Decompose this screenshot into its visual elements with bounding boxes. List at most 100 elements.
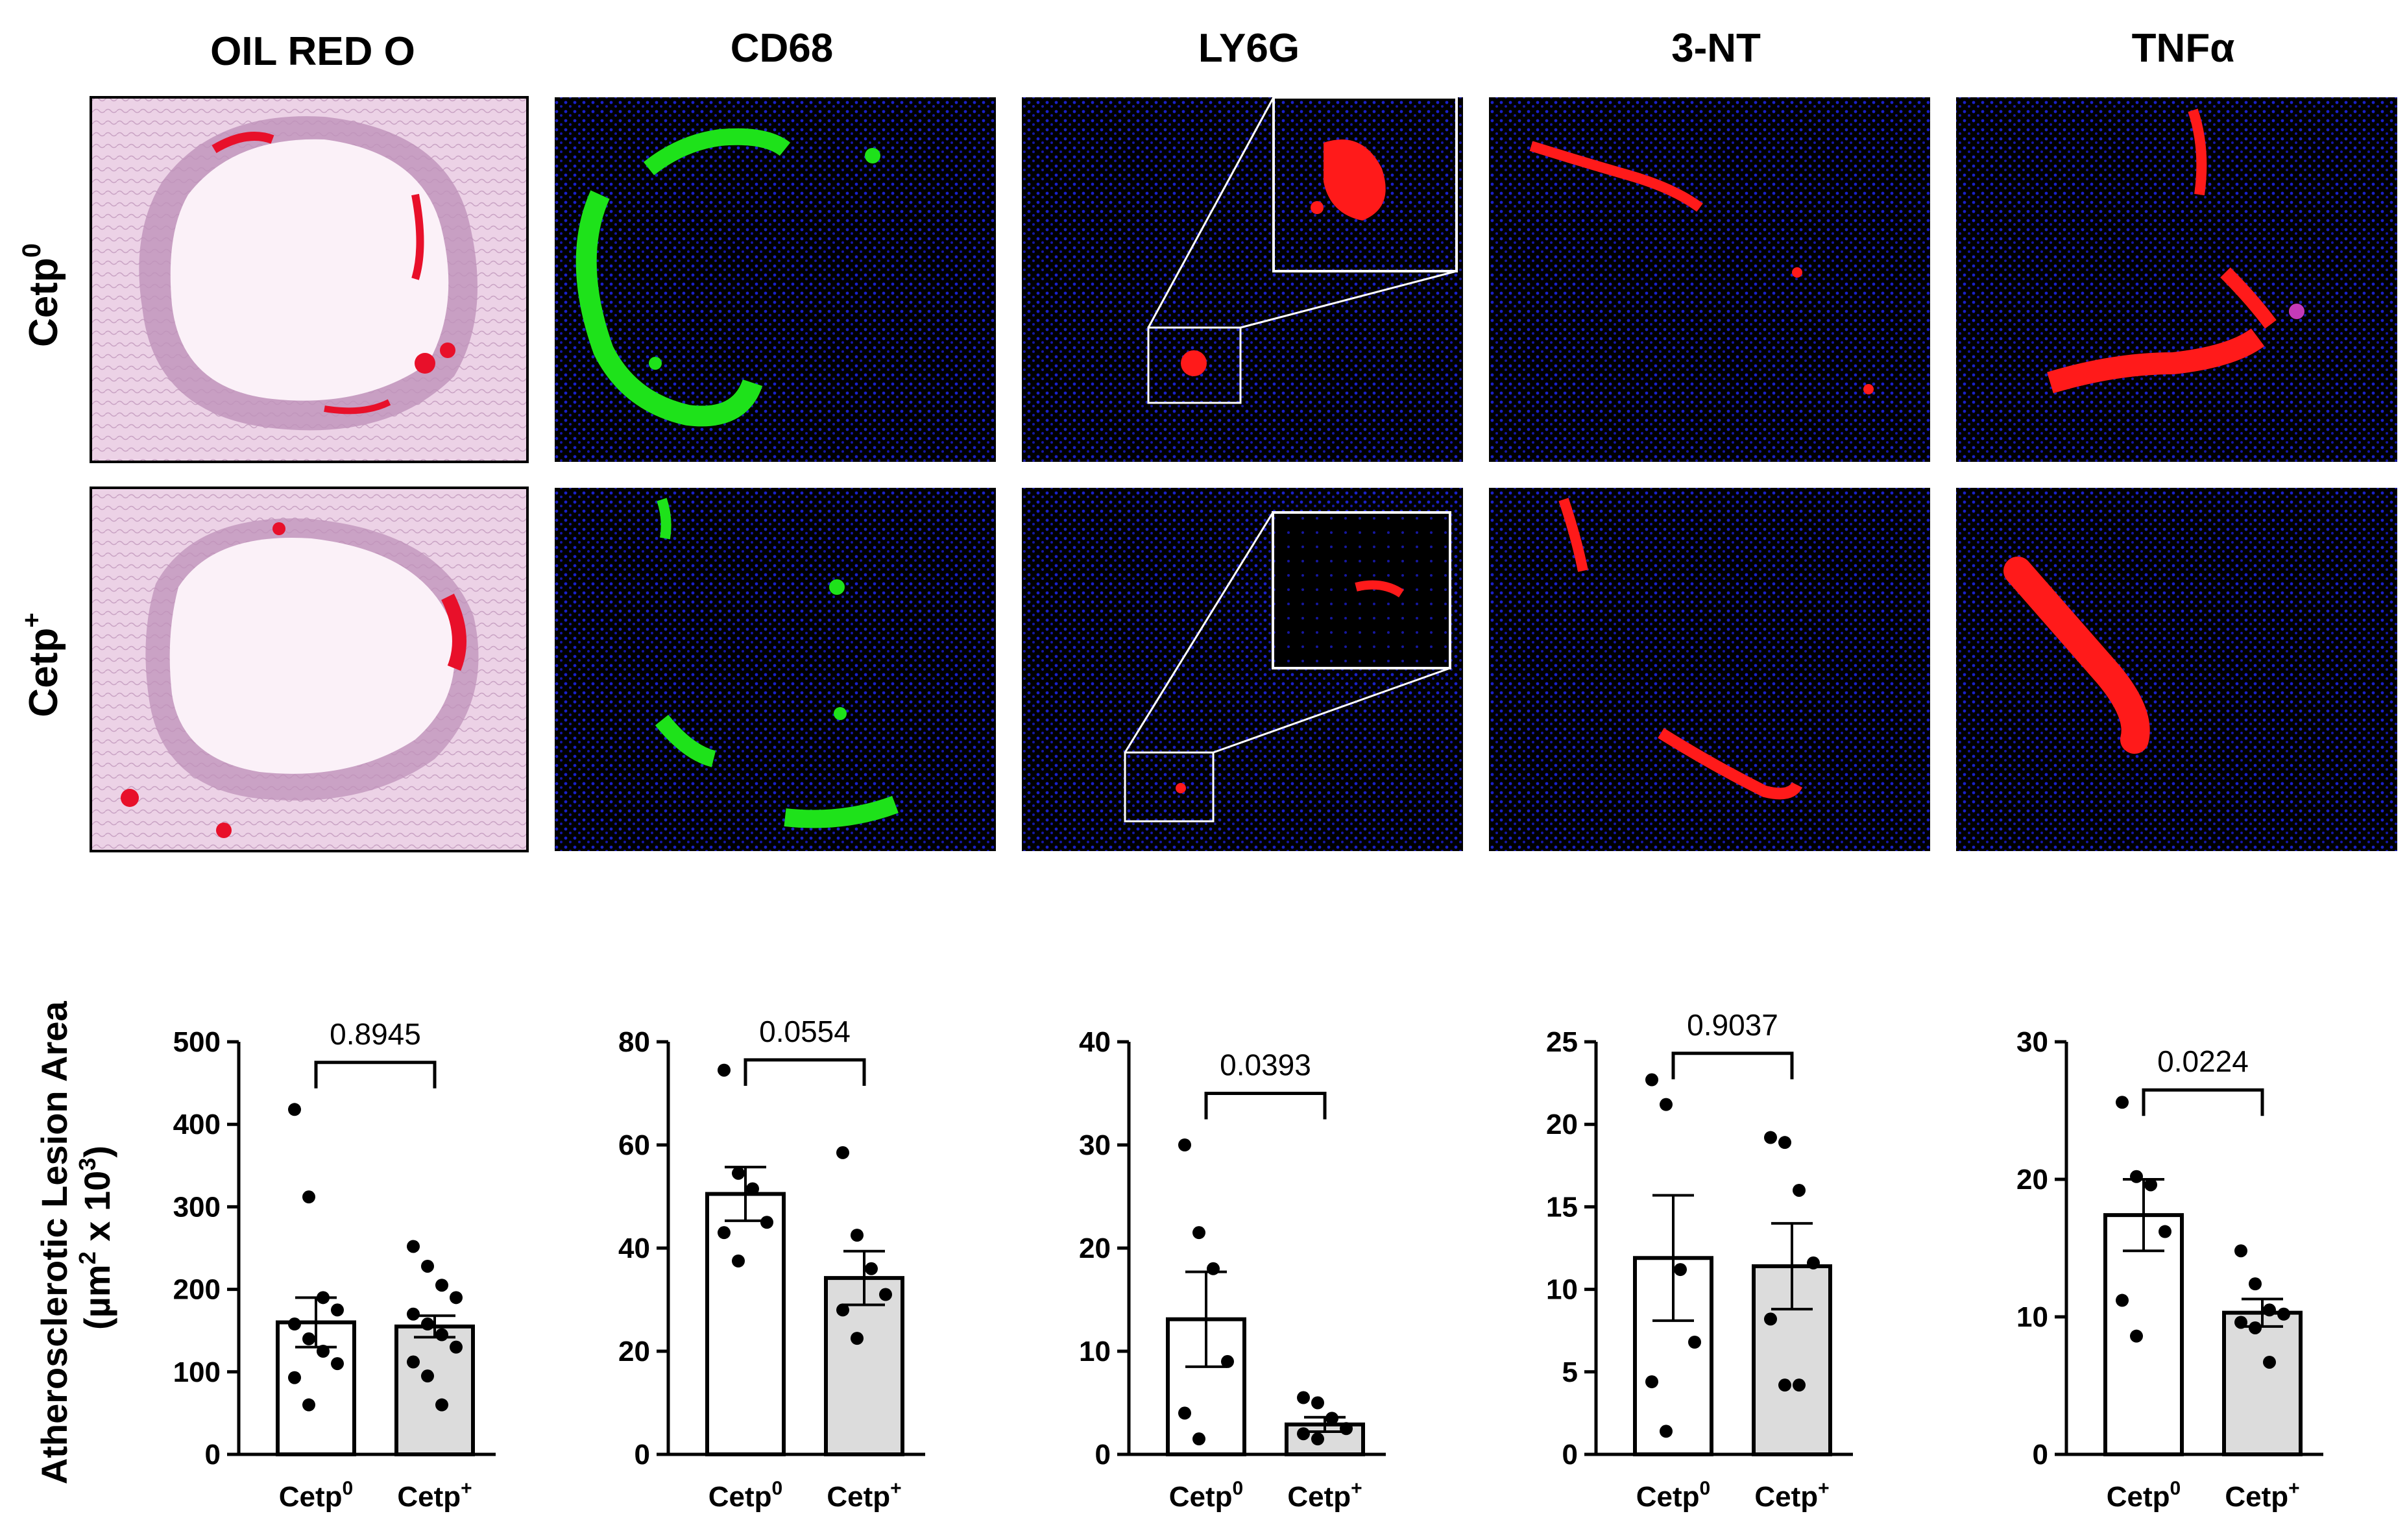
bar-Cetp0: [1166, 1317, 1246, 1456]
data-point: [1311, 1432, 1324, 1446]
row-label-cetp0: Cetp0: [18, 243, 66, 347]
y-tick-label: 0: [1562, 1439, 1578, 1471]
data-point: [879, 1288, 892, 1301]
data-point: [1793, 1378, 1806, 1392]
data-point: [331, 1357, 344, 1371]
data-point: [302, 1332, 315, 1345]
bar-Cetp+: [2222, 1310, 2303, 1457]
category-label: Cetp+: [2225, 1478, 2299, 1513]
data-point: [407, 1355, 420, 1369]
micrograph-oilredo-cetp0: [90, 96, 529, 463]
data-point: [435, 1279, 448, 1292]
bar-chart-5: 0 10 20 30 Cetp0 Cetp+ 0.0224: [2016, 1026, 2323, 1513]
data-point: [331, 1303, 344, 1317]
significance-bracket: [2142, 1088, 2264, 1116]
data-point: [2116, 1293, 2129, 1307]
data-point: [1645, 1375, 1658, 1389]
data-point: [421, 1369, 434, 1383]
data-point: [746, 1182, 759, 1196]
category-label: Cetp0: [279, 1478, 353, 1513]
data-point: [421, 1317, 434, 1331]
data-point: [851, 1229, 864, 1242]
category-label: Cetp0: [708, 1478, 782, 1513]
data-point: [1645, 1073, 1658, 1087]
data-point: [1192, 1432, 1205, 1446]
bar-chart-1: 0 100 200 300 400 500 Cetp0 Cetp+ 0.8945: [173, 1017, 496, 1513]
data-point: [1793, 1183, 1806, 1197]
data-point: [836, 1146, 849, 1159]
micrograph-tnfa-cetp0: [1956, 97, 2397, 462]
y-tick-label: 0: [2033, 1439, 2048, 1471]
column-title-cd68: CD68: [731, 26, 834, 71]
column-title-3nt: 3-NT: [1671, 26, 1761, 71]
data-point: [2234, 1316, 2247, 1329]
y-tick-label: 20: [1079, 1233, 1111, 1264]
y-tick-label: 0: [205, 1439, 221, 1471]
data-point: [865, 1262, 878, 1275]
data-point: [2263, 1355, 2276, 1369]
micrograph-tnfa-cetpplus: [1956, 488, 2397, 851]
data-point: [317, 1345, 330, 1358]
data-point: [732, 1166, 745, 1180]
data-point: [1340, 1422, 1353, 1436]
data-point: [836, 1303, 849, 1317]
data-point: [407, 1240, 420, 1253]
data-point: [2159, 1225, 2171, 1238]
y-tick-label: 20: [2016, 1164, 2048, 1196]
p-value-label: 0.0393: [1220, 1048, 1311, 1082]
y-tick-label: 10: [1546, 1274, 1578, 1306]
y-tick-label: 40: [618, 1233, 650, 1264]
y-tick-label: 20: [1546, 1109, 1578, 1140]
data-point: [1297, 1427, 1310, 1441]
p-value-label: 0.0224: [2157, 1044, 2249, 1078]
data-point: [1192, 1226, 1205, 1240]
y-tick-label: 60: [618, 1129, 650, 1161]
data-point: [1178, 1138, 1191, 1151]
data-point: [1325, 1412, 1338, 1425]
y-tick-label: 0: [1095, 1439, 1111, 1471]
y-tick-label: 0: [635, 1439, 650, 1471]
data-point: [2277, 1307, 2290, 1321]
bar-Cetp0: [2103, 1213, 2184, 1456]
data-point: [407, 1307, 420, 1321]
category-label: Cetp0: [1169, 1478, 1243, 1513]
y-tick-label: 500: [173, 1026, 221, 1058]
category-label: Cetp+: [827, 1478, 901, 1513]
data-point: [317, 1291, 330, 1305]
data-point: [1778, 1378, 1791, 1392]
bar-Cetp0: [1633, 1256, 1713, 1457]
micrograph-3nt-cetp0: [1489, 97, 1930, 462]
micrograph-cd68-cetpplus: [555, 488, 996, 851]
y-tick-label: 25: [1546, 1026, 1578, 1058]
y-tick-label: 200: [173, 1274, 221, 1306]
data-point: [288, 1317, 301, 1331]
data-point: [288, 1103, 301, 1116]
y-tick-label: 80: [618, 1026, 650, 1058]
column-title-tnfa: TNFα: [2132, 26, 2235, 71]
data-point: [1778, 1136, 1791, 1149]
data-point: [718, 1226, 731, 1240]
data-point: [435, 1328, 448, 1341]
y-tick-label: 10: [2016, 1301, 2048, 1333]
y-tick-label: 10: [1079, 1336, 1111, 1367]
data-point: [2249, 1277, 2262, 1291]
significance-bracket: [314, 1061, 437, 1089]
bar-chart-4: 0 5 10 15 20 25 Cetp0 Cetp+ 0.9037: [1546, 1008, 1853, 1513]
data-point: [760, 1216, 773, 1229]
data-point: [302, 1190, 315, 1204]
data-point: [1660, 1098, 1673, 1111]
data-point: [2130, 1170, 2143, 1183]
y-tick-label: 400: [173, 1109, 221, 1140]
y-tick-label: 30: [1079, 1129, 1111, 1161]
data-point: [1807, 1256, 1820, 1269]
significance-bracket: [1204, 1092, 1327, 1120]
data-point: [1674, 1263, 1687, 1277]
y-tick-label: 100: [173, 1356, 221, 1388]
micrograph-cd68-cetp0: [555, 97, 996, 462]
column-title-ly6g: LY6G: [1198, 26, 1300, 71]
y-tick-label: 5: [1562, 1356, 1578, 1388]
micrograph-oilredo-cetpplus: [90, 487, 529, 852]
category-label: Cetp0: [2107, 1478, 2181, 1513]
